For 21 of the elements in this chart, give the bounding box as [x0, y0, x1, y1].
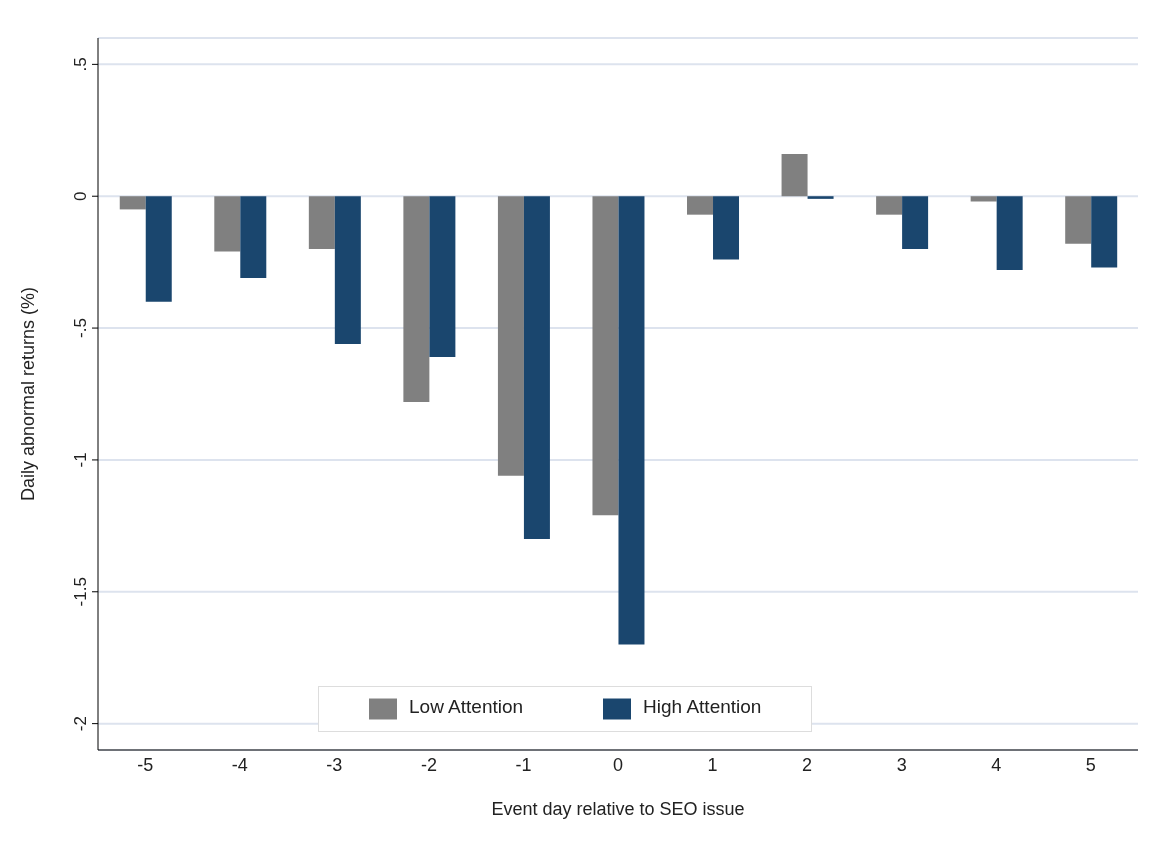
x-axis-title: Event day relative to SEO issue — [491, 799, 745, 819]
x-tick-label: -4 — [231, 754, 248, 775]
legend-label: Low Attention — [409, 696, 524, 718]
x-tick-label: 5 — [1085, 754, 1096, 775]
y-tick-label: -1 — [71, 452, 90, 468]
x-tick-label: -1 — [515, 754, 532, 775]
x-tick-label: -5 — [137, 754, 154, 775]
y-tick-label: .5 — [71, 57, 90, 72]
x-tick-label: 0 — [612, 754, 624, 775]
y-tick-label: -.5 — [71, 318, 90, 338]
y-tick-label: -2 — [71, 716, 90, 732]
x-tick-label: 3 — [896, 754, 907, 775]
x-tick-label: -3 — [326, 754, 343, 775]
legend-label: High Attention — [643, 696, 762, 718]
x-tick-label: 4 — [991, 754, 1002, 775]
x-tick-label: 2 — [802, 754, 813, 775]
y-tick-label: -1.5 — [71, 577, 90, 607]
x-tick-label: -2 — [420, 754, 437, 775]
x-tick-label: 1 — [707, 754, 718, 775]
y-axis-title: Daily abnormal returns (%) — [18, 286, 39, 502]
y-tick-label: 0 — [71, 191, 90, 201]
